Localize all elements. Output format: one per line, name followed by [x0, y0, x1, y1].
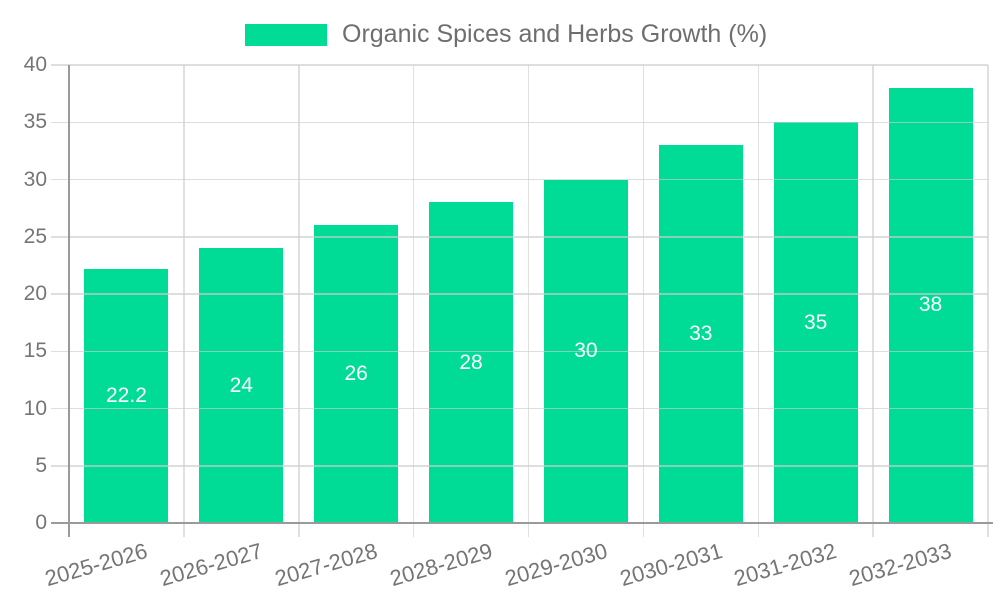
bar-value-label: 38	[918, 293, 943, 317]
h-gridline	[51, 64, 988, 66]
y-axis-tick-label: 15	[23, 339, 47, 363]
x-axis-tick-label: 2026-2027	[157, 538, 266, 592]
bar-value-label: 30	[574, 339, 598, 363]
bar[interactable]	[888, 87, 973, 523]
h-gridline	[51, 407, 988, 410]
v-gridline	[642, 65, 645, 537]
bar[interactable]	[84, 268, 169, 523]
x-axis-tick-label: 2031-2032	[731, 538, 840, 592]
y-axis-tick-label: 35	[23, 110, 47, 134]
y-axis-tick-label: 20	[23, 282, 47, 305]
y-axis-tick-label: 30	[23, 167, 47, 191]
legend-label: Organic Spices and Herbs Growth (%)	[342, 20, 768, 48]
y-axis-tick-label: 0	[35, 511, 47, 534]
v-gridline	[757, 65, 759, 537]
bar[interactable]	[314, 225, 399, 523]
h-gridline	[51, 121, 988, 123]
y-axis-line	[68, 65, 70, 537]
v-gridline	[872, 65, 874, 537]
v-gridline	[183, 65, 185, 537]
x-axis-tick-label: 2029-2030	[501, 538, 610, 592]
x-axis-line	[51, 522, 993, 524]
v-gridline	[987, 65, 989, 537]
legend-swatch	[245, 23, 327, 46]
h-gridline	[51, 465, 988, 467]
v-gridline	[298, 65, 300, 537]
bar[interactable]	[429, 202, 514, 523]
bar-value-label: 33	[689, 322, 713, 346]
h-gridline	[51, 178, 988, 181]
bar-value-label: 35	[804, 310, 828, 334]
y-axis-tick-label: 10	[23, 396, 47, 420]
bar[interactable]	[658, 145, 743, 523]
bar[interactable]	[773, 122, 858, 523]
bar-value-label: 22.2	[106, 383, 147, 407]
x-axis-tick-label: 2025-2026	[42, 538, 151, 592]
h-gridline	[51, 293, 988, 295]
bar-value-label: 24	[229, 373, 253, 397]
x-axis-tick-label: 2028-2029	[386, 538, 495, 592]
y-axis-tick-label: 5	[35, 453, 47, 477]
h-gridline	[51, 236, 988, 238]
legend: Organic Spices and Herbs Growth (%)	[245, 20, 767, 49]
v-gridline	[412, 65, 415, 537]
y-axis-tick-label: 25	[23, 224, 47, 248]
bar-value-label: 26	[344, 362, 368, 386]
x-axis-tick-label: 2027-2028	[272, 538, 381, 592]
x-axis-tick-label: 2032-2033	[846, 538, 955, 592]
y-axis-tick-label: 40	[23, 53, 47, 76]
x-axis-tick-label: 2030-2031	[616, 538, 725, 592]
h-gridline	[51, 350, 988, 352]
bar-value-label: 28	[459, 350, 483, 374]
v-gridline	[527, 65, 530, 537]
